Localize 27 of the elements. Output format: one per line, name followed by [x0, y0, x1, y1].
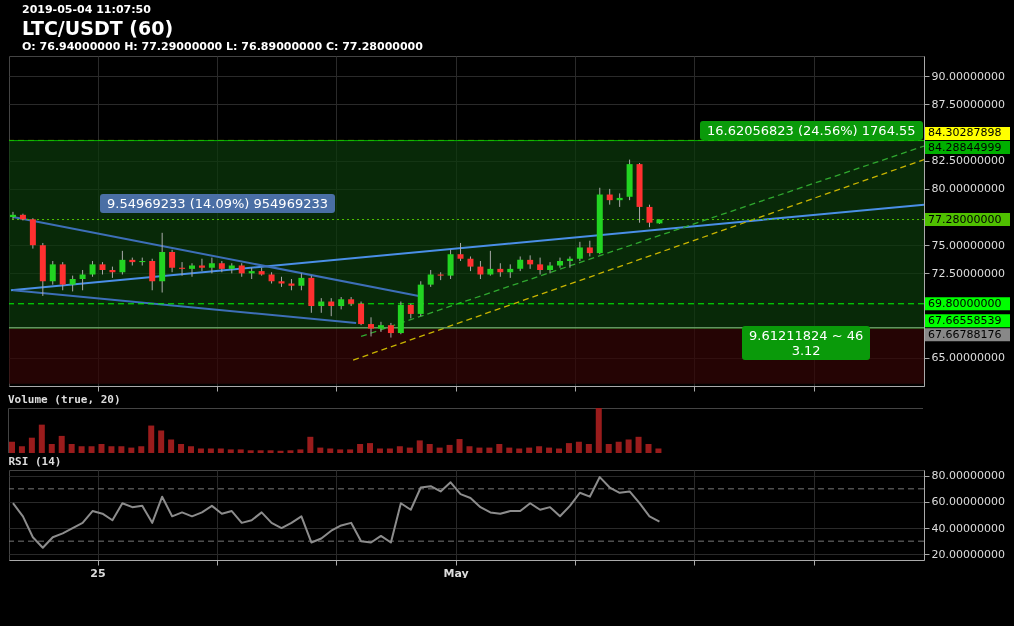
ref-line-label: 84.28844999 [928, 140, 1002, 154]
annotation: 16.62056823 (24.56%) 1764.55 [700, 121, 923, 140]
y-tick-label: 87.50000000 [931, 97, 1005, 111]
chart-subtitle: O: 76.94000000 H: 77.29000000 L: 76.89000000 C: 77.28000000 [22, 40, 424, 54]
x-tick-label: May [443, 566, 469, 580]
annotation: 9.61211824 ~ 46 3.12 [742, 326, 871, 360]
y-tick-label: 40.00000000 [931, 521, 1005, 535]
text: 2019-05-04 11:07:50 [22, 3, 152, 16]
ref-line-label: 77.28000000 [928, 212, 1002, 226]
y-tick-label: 72.50000000 [931, 266, 1005, 280]
ref-line-label: 69.80000000 [928, 296, 1002, 310]
ref-line-label: 67.66558539 [928, 313, 1002, 327]
y-tick-label: 60.00000000 [931, 495, 1005, 509]
ref-line-label: 84.30287898 [928, 126, 1002, 140]
annotation: 9.54969233 (14.09%) 954969233 [100, 194, 335, 213]
y-tick-label: 75.00000000 [931, 238, 1005, 252]
chart-title: Volume (true, 20) [8, 393, 121, 406]
chart-title: LTC/USDT (60) [22, 16, 175, 40]
y-tick-label: 90.00000000 [931, 69, 1005, 83]
y-tick-label: 80.00000000 [931, 182, 1005, 196]
ref-line-label: 67.66788176 [928, 327, 1002, 341]
y-tick-label: 82.50000000 [931, 154, 1005, 168]
x-tick-label: 25 [90, 566, 106, 580]
chart-title: RSI (14) [8, 454, 62, 468]
y-tick-label: 20.00000000 [931, 547, 1005, 561]
y-tick-label: 80.00000000 [931, 469, 1005, 483]
y-tick-label: 65.00000000 [931, 351, 1005, 365]
